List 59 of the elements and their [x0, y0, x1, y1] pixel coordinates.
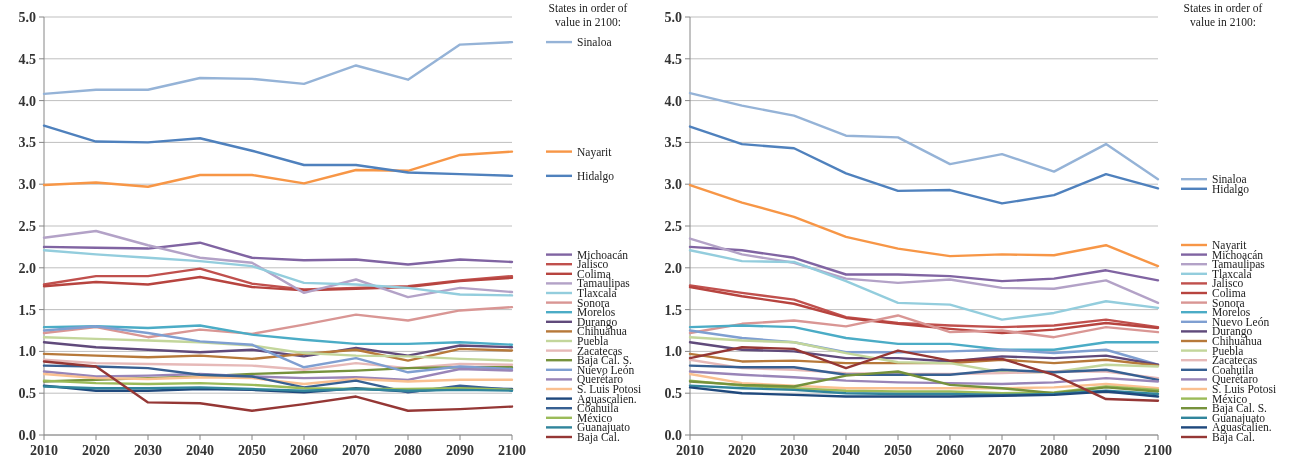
x-tick-label: 2100 — [1144, 443, 1172, 458]
y-tick-label: 4.0 — [664, 93, 682, 109]
y-tick-label: 5.0 — [18, 9, 36, 25]
y-tick-label: 0.5 — [18, 386, 36, 402]
x-tick-label: 2050 — [884, 443, 912, 458]
x-tick-label: 2040 — [832, 443, 860, 458]
x-tick-label: 2030 — [780, 443, 808, 458]
y-tick-label: 2.5 — [664, 218, 682, 234]
y-tick-label: 4.0 — [18, 93, 36, 109]
legend-label: Querétaro — [1212, 373, 1259, 386]
y-tick-label: 2.0 — [18, 260, 36, 276]
y-tick-label: 2.5 — [18, 218, 36, 234]
legend-label: Morelos — [577, 306, 616, 319]
y-tick-label: 3.5 — [664, 135, 682, 151]
y-tick-label: 3.0 — [18, 177, 36, 193]
x-tick-label: 2080 — [394, 443, 422, 458]
legend-label: Hidalgo — [577, 169, 615, 183]
legend-label: Nayarit — [577, 145, 613, 159]
x-tick-label: 2010 — [676, 443, 704, 458]
x-tick-label: 2040 — [186, 443, 214, 458]
x-tick-label: 2060 — [936, 443, 964, 458]
y-tick-label: 1.0 — [18, 344, 36, 360]
legend-label: Jalisco — [1212, 277, 1244, 290]
y-tick-label: 0.5 — [664, 386, 682, 402]
y-tick-label: 0.0 — [18, 427, 36, 443]
y-tick-label: 4.5 — [18, 51, 36, 67]
y-tick-label: 2.0 — [664, 260, 682, 276]
y-tick-label: 1.5 — [18, 302, 36, 318]
x-tick-label: 2050 — [238, 443, 266, 458]
legend-label: México — [1212, 392, 1248, 405]
legend-label: Puebla — [1212, 344, 1244, 357]
x-tick-label: 2030 — [134, 443, 162, 458]
legend-label: Michoacán — [577, 248, 629, 261]
y-tick-label: 3.5 — [18, 135, 36, 151]
legend-label: México — [577, 411, 613, 424]
legend-label: Sonora — [577, 296, 610, 309]
legend-title: States in order of value in 2100: — [548, 2, 628, 28]
x-tick-label: 2010 — [30, 443, 58, 458]
y-tick-label: 4.5 — [664, 51, 682, 67]
x-tick-label: 2070 — [342, 443, 370, 458]
x-tick-label: 2060 — [290, 443, 318, 458]
y-tick-label: 0.0 — [664, 427, 682, 443]
legend-label: Sinaloa — [577, 36, 612, 49]
x-tick-label: 2100 — [498, 443, 526, 458]
x-tick-label: 2090 — [446, 443, 474, 458]
legend-label: Tamaulipas — [577, 277, 631, 291]
x-tick-label: 2090 — [1092, 443, 1120, 458]
y-tick-label: 1.5 — [664, 302, 682, 318]
y-tick-label: 5.0 — [664, 9, 682, 25]
legend-label: Querétaro — [577, 373, 624, 386]
x-tick-label: 2070 — [988, 443, 1016, 458]
x-tick-label: 2020 — [82, 443, 110, 458]
legend-label: Nayarit — [1212, 239, 1248, 253]
legend-title: States in order of value in 2100: — [1183, 2, 1263, 28]
y-tick-label: 1.0 — [664, 344, 682, 360]
x-tick-label: 2080 — [1040, 443, 1068, 458]
x-tick-label: 2020 — [728, 443, 756, 458]
legend-label: Durango — [1212, 325, 1253, 339]
y-tick-label: 3.0 — [664, 177, 682, 193]
